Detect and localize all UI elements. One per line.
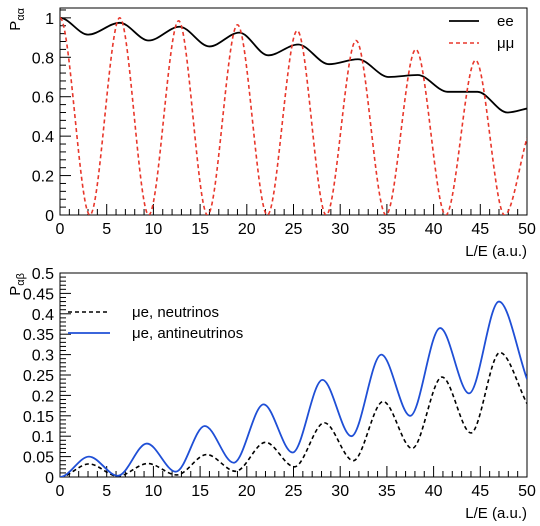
x-tick-label: 50	[518, 221, 536, 238]
legend-label-1: μe, antineutrinos	[132, 325, 243, 342]
y-tick-label: 0.6	[32, 90, 54, 107]
y-axis-title-main: P	[7, 21, 24, 31]
x-tick-label: 35	[378, 483, 396, 500]
y-axis-title-subscript: αβ	[15, 273, 27, 286]
series-line-0	[60, 351, 527, 477]
x-tick-label: 20	[238, 221, 256, 238]
x-tick-label: 50	[518, 483, 536, 500]
x-tick-label: 15	[191, 483, 209, 500]
x-tick-label: 5	[102, 483, 111, 500]
x-tick-label: 40	[425, 483, 443, 500]
x-tick-label: 45	[471, 221, 489, 238]
y-tick-label: 0.15	[23, 409, 54, 426]
y-tick-label: 0.4	[32, 307, 54, 324]
y-tick-label: 0.2	[32, 388, 54, 405]
x-tick-label: 15	[191, 221, 209, 238]
x-tick-label: 10	[145, 221, 163, 238]
top-chart: 0 5 10 15 20 25 30 35 40 45 50 0 0.2 0.4 0.6 0.8 1 L/E (a…	[7, 7, 536, 260]
x-tick-label: 0	[56, 483, 65, 500]
y-tick-label: 0.25	[23, 368, 54, 385]
y-tick-label: 0	[45, 208, 54, 225]
bottom-chart: 0 5 10 15 20 25 30 35 40 45 5000.050.10.150.20.250…	[7, 266, 536, 522]
x-tick-label: 40	[425, 221, 443, 238]
x-tick-label: 45	[471, 483, 489, 500]
y-tick-label: 0.3	[32, 348, 54, 365]
y-axis-title-main: P	[7, 286, 24, 296]
legend-label-0: μe, neutrinos	[132, 304, 219, 321]
x-tick-label: 25	[285, 483, 303, 500]
y-axis-title: Pαβ	[7, 273, 27, 296]
y-tick-label: 1	[45, 11, 54, 28]
y-tick-label: 0.1	[32, 429, 54, 446]
x-tick-label: 20	[238, 483, 256, 500]
legend-label-1: μμ	[497, 35, 514, 52]
series-line-1	[60, 300, 527, 477]
y-axis-title: Pαα	[7, 7, 27, 30]
legend-label-0: ee	[497, 13, 514, 30]
y-tick-label: 0.45	[23, 286, 54, 303]
y-tick-label: 0.2	[32, 169, 54, 186]
y-tick-label: 0.5	[32, 266, 54, 283]
x-tick-label: 5	[102, 221, 111, 238]
y-tick-label: 0.35	[23, 327, 54, 344]
y-tick-label: 0	[45, 470, 54, 487]
y-tick-label: 0.05	[23, 450, 54, 467]
plot-frame	[59, 272, 528, 478]
x-tick-label: 0	[56, 221, 65, 238]
x-tick-label: 30	[331, 221, 349, 238]
y-axis-title-subscript: αα	[15, 7, 27, 20]
series-line-1	[60, 17, 527, 215]
x-axis-title: L/E (a.u.)	[465, 243, 527, 260]
series-line-0	[60, 16, 527, 114]
x-tick-label: 35	[378, 221, 396, 238]
y-tick-label: 0.8	[32, 50, 54, 67]
x-axis-title: L/E (a.u.)	[465, 505, 527, 522]
x-tick-label: 25	[285, 221, 303, 238]
x-tick-label: 30	[331, 483, 349, 500]
y-tick-label: 0.4	[32, 129, 54, 146]
x-tick-label: 10	[145, 483, 163, 500]
